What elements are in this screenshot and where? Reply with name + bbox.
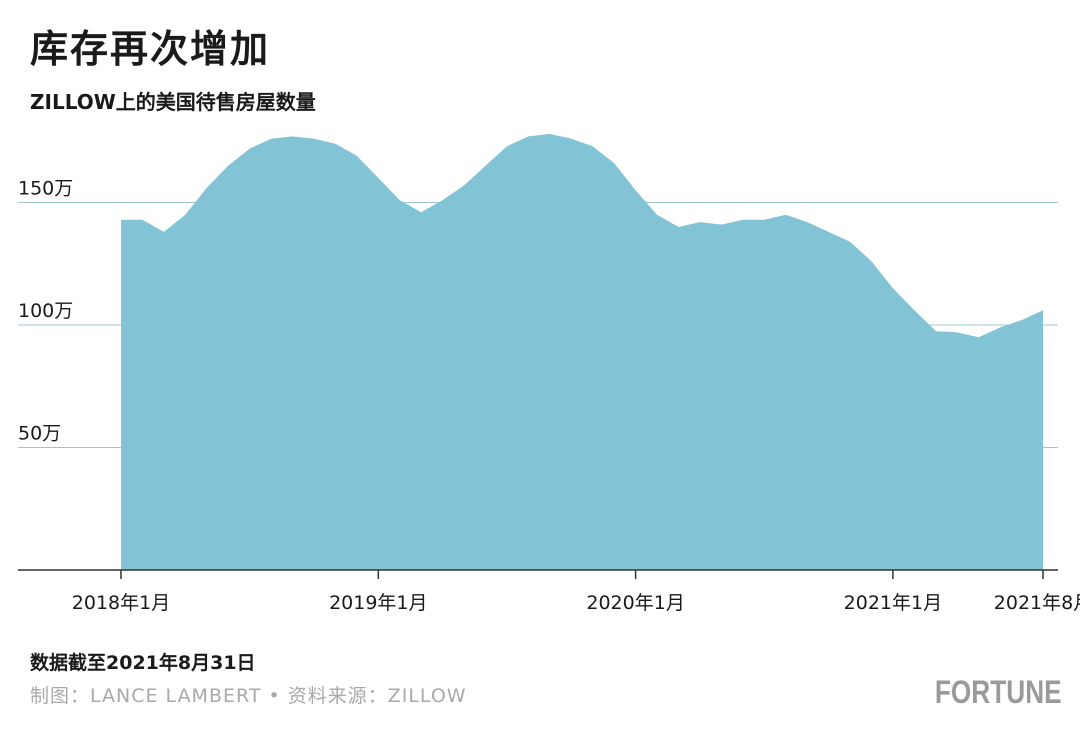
inventory-area [121, 133, 1043, 570]
x-tick-label: 2019年1月 [329, 592, 427, 614]
x-tick-label: 2018年1月 [72, 592, 170, 614]
axes [18, 569, 1058, 579]
data-date-note: 数据截至2021年8月31日 [30, 652, 256, 674]
fortune-logo: FORTUNE [935, 674, 1062, 710]
y-tick-label: 50万 [18, 423, 61, 445]
x-tick-label: 2021年1月 [844, 592, 942, 614]
tick-labels: 50万 100万 150万 2018年1月 2019年1月 2020年1月 2021年1月 2… [18, 178, 1080, 615]
x-tick-label: 2020年1月 [586, 592, 684, 614]
credit-line: 制图：LANCE LAMBERT • 资料来源：ZILLOW [30, 685, 467, 707]
chart-title: 库存再次增加 [30, 27, 271, 71]
area-series [121, 133, 1043, 570]
chart-subtitle: ZILLOW上的美国待售房屋数量 [30, 90, 316, 114]
y-tick-label: 150万 [18, 178, 73, 200]
y-tick-label: 100万 [18, 300, 73, 322]
x-tick-label: 2021年8月 [994, 592, 1080, 614]
